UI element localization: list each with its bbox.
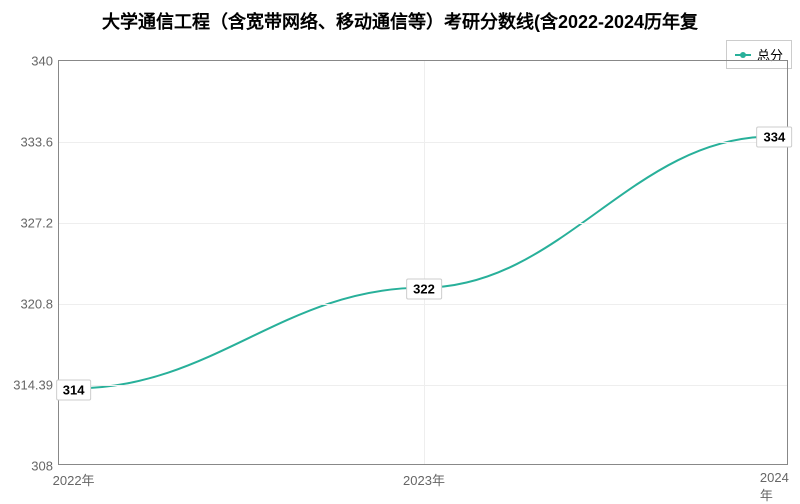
y-axis-label: 320.8 xyxy=(20,297,59,312)
gridline-horizontal xyxy=(59,385,787,386)
x-axis-label: 2022年 xyxy=(53,464,95,489)
gridline-horizontal xyxy=(59,223,787,224)
line-path xyxy=(59,61,787,464)
data-point-label: 334 xyxy=(757,126,793,147)
plot-area: 308314.39320.8327.2333.63402022年2023年202… xyxy=(58,60,788,465)
y-axis-label: 333.6 xyxy=(20,135,59,150)
data-point-label: 322 xyxy=(406,278,442,299)
gridline-horizontal xyxy=(59,142,787,143)
legend-marker xyxy=(735,54,751,56)
y-axis-label: 340 xyxy=(31,54,59,69)
gridline-vertical xyxy=(424,61,425,464)
gridline-horizontal xyxy=(59,304,787,305)
data-point-label: 314 xyxy=(56,380,92,401)
chart-container: 大学通信工程（含宽带网络、移动通信等）考研分数线(含2022-2024历年复 总… xyxy=(0,0,800,500)
y-axis-label: 327.2 xyxy=(20,216,59,231)
y-axis-label: 314.39 xyxy=(13,378,59,393)
x-axis-label: 2023年 xyxy=(403,464,445,489)
x-axis-label: 2024年 xyxy=(760,464,789,504)
chart-title: 大学通信工程（含宽带网络、移动通信等）考研分数线(含2022-2024历年复 xyxy=(0,8,800,34)
